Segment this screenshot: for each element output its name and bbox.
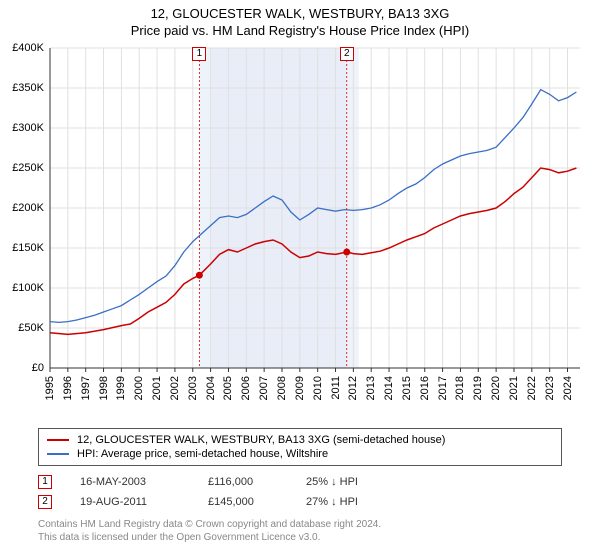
x-tick-label: 2022	[526, 376, 538, 400]
chart-container: 12, GLOUCESTER WALK, WESTBURY, BA13 3XG …	[0, 0, 600, 560]
y-tick-label: £300K	[12, 122, 44, 134]
x-tick-label: 2014	[383, 376, 395, 400]
legend: 12, GLOUCESTER WALK, WESTBURY, BA13 3XG …	[38, 428, 562, 466]
x-tick-label: 1999	[115, 376, 127, 400]
x-tick-label: 2009	[294, 376, 306, 400]
sales-table: 1 16-MAY-2003 £116,000 25% ↓ HPI 2 19-AU…	[38, 472, 562, 512]
sale-row: 1 16-MAY-2003 £116,000 25% ↓ HPI	[38, 472, 562, 492]
x-tick-label: 2003	[187, 376, 199, 400]
y-tick-label: £200K	[12, 202, 44, 214]
x-tick-label: 1998	[98, 376, 110, 400]
x-tick-label: 2000	[133, 376, 145, 400]
sale-marker-flag: 1	[192, 47, 206, 61]
x-tick-label: 1995	[44, 376, 56, 400]
chart-area: £0 £50K £100K £150K £200K £250K £300K £350K £400…	[0, 42, 600, 422]
y-tick-label: £350K	[12, 82, 44, 94]
legend-label: HPI: Average price, semi-detached house,…	[77, 448, 328, 460]
legend-item-price-paid: 12, GLOUCESTER WALK, WESTBURY, BA13 3XG …	[47, 433, 553, 447]
y-tick-label: £100K	[12, 282, 44, 294]
y-tick-label: £150K	[12, 242, 44, 254]
x-tick-label: 2023	[544, 376, 556, 400]
x-tick-label: 2012	[347, 376, 359, 400]
x-tick-label: 2018	[454, 376, 466, 400]
sale-price: £145,000	[208, 496, 278, 508]
footer-line: Contains HM Land Registry data © Crown c…	[38, 518, 562, 531]
x-tick-label: 2005	[222, 376, 234, 400]
x-tick-label: 2015	[401, 376, 413, 400]
x-tick-label: 2002	[169, 376, 181, 400]
x-tick-label: 2011	[330, 376, 342, 400]
x-tick-label: 2008	[276, 376, 288, 400]
y-tick-label: £50K	[18, 322, 44, 334]
chart-svg	[0, 42, 600, 422]
x-tick-label: 2001	[151, 376, 163, 400]
legend-label: 12, GLOUCESTER WALK, WESTBURY, BA13 3XG …	[77, 434, 445, 446]
x-tick-label: 2016	[419, 376, 431, 400]
chart-title-address: 12, GLOUCESTER WALK, WESTBURY, BA13 3XG	[0, 0, 600, 21]
x-tick-label: 2010	[312, 376, 324, 400]
y-tick-label: £400K	[12, 42, 44, 54]
legend-swatch	[47, 439, 69, 441]
x-tick-label: 1997	[80, 376, 92, 400]
sale-marker-box: 1	[38, 475, 52, 489]
sale-delta: 27% ↓ HPI	[306, 496, 358, 508]
sale-row: 2 19-AUG-2011 £145,000 27% ↓ HPI	[38, 492, 562, 512]
sale-price: £116,000	[208, 476, 278, 488]
sale-marker-box: 2	[38, 495, 52, 509]
x-tick-label: 2019	[472, 376, 484, 400]
x-tick-label: 2004	[205, 376, 217, 400]
footer-line: This data is licensed under the Open Gov…	[38, 531, 562, 544]
legend-item-hpi: HPI: Average price, semi-detached house,…	[47, 447, 553, 461]
sale-delta: 25% ↓ HPI	[306, 476, 358, 488]
chart-title-sub: Price paid vs. HM Land Registry's House …	[0, 21, 600, 42]
sale-date: 16-MAY-2003	[80, 476, 180, 488]
sale-marker-flag: 2	[340, 47, 354, 61]
y-tick-label: £0	[32, 362, 44, 374]
x-tick-label: 2013	[365, 376, 377, 400]
x-tick-label: 2020	[490, 376, 502, 400]
sale-date: 19-AUG-2011	[80, 496, 180, 508]
legend-swatch	[47, 453, 69, 455]
x-tick-label: 2021	[508, 376, 520, 400]
x-tick-label: 2007	[258, 376, 270, 400]
footer-attribution: Contains HM Land Registry data © Crown c…	[38, 518, 562, 544]
x-tick-label: 1996	[62, 376, 74, 400]
x-tick-label: 2006	[240, 376, 252, 400]
y-tick-label: £250K	[12, 162, 44, 174]
x-tick-label: 2017	[437, 376, 449, 400]
x-tick-label: 2024	[562, 376, 574, 400]
